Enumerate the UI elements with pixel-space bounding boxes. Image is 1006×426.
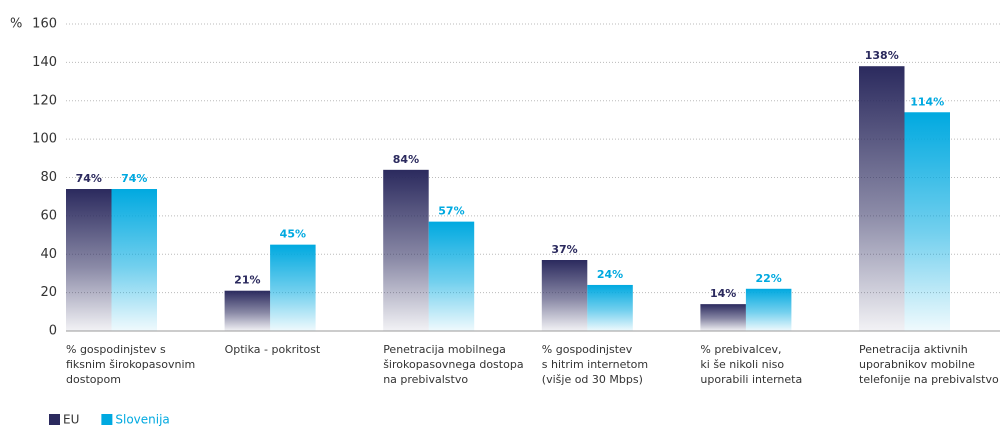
value-label: 37% [551,243,577,256]
y-tick-label: 40 [40,247,57,262]
value-label: 45% [280,228,306,241]
bar [224,290,271,331]
x-tick-label: s hitrim internetom [542,358,648,371]
y-tick-label: 100 [32,132,57,147]
x-tick-label: telefonije na prebivalstvo [859,373,999,386]
y-tick-label: 140 [32,55,57,70]
bar [270,244,316,331]
x-tick-label: ki še nikoli niso [700,358,784,371]
x-tick-label: % gospodinjstev s [66,343,166,356]
value-label: 57% [438,205,464,218]
y-tick-label: 80 [40,170,57,185]
bar [383,169,429,331]
x-tick-label: fiksnim širokopasovnim [66,358,195,371]
value-label: 22% [755,272,781,285]
legend-label: Slovenija [115,413,169,426]
bar [111,189,157,331]
y-tick-label: 0 [49,324,57,339]
bar [700,304,746,331]
bar [587,284,633,331]
value-label: 74% [76,172,102,185]
x-tick-label: uporabnikov mobilne [859,358,975,371]
x-tick-label: širokopasovnega dostopa [383,358,523,371]
y-tick-label: 120 [32,93,57,108]
legend-label: EU [63,413,79,426]
x-tick-label: Penetracija mobilnega [383,343,506,356]
y-tick-label: 20 [40,285,57,300]
value-label: 84% [393,153,419,166]
y-tick-label: 60 [40,208,57,223]
x-tick-label: (višje od 30 Mbps) [542,373,643,386]
value-label: 114% [910,95,944,108]
bar [66,189,112,331]
legend-swatch [49,414,60,425]
bar [859,66,905,332]
bar [428,221,475,331]
value-label: 138% [865,49,899,62]
x-tick-label: dostopom [66,373,121,386]
bar [745,288,792,331]
bar [904,112,950,331]
bar [541,260,588,331]
y-tick-label: 160 [32,17,57,32]
x-tick-label: Optika - pokritost [225,343,321,356]
x-tick-label: na prebivalstvo [383,373,468,386]
value-label: 21% [234,274,260,287]
value-label: 24% [597,268,623,281]
x-tick-label: % gospodinjstev [542,343,633,356]
value-label: 74% [121,172,147,185]
x-tick-label: % prebivalcev, [700,343,781,356]
y-axis-label: % [10,17,22,32]
legend-swatch [101,414,113,425]
x-tick-label: uporabili interneta [700,373,802,386]
x-tick-label: Penetracija aktivnih [859,343,968,356]
value-label: 14% [710,287,736,300]
